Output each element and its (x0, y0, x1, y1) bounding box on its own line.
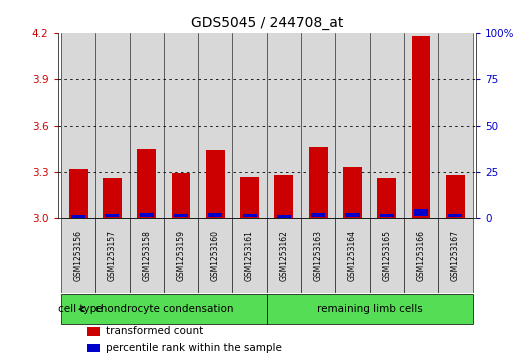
Bar (105, 214, 119, 217)
Bar (130, 33, 164, 218)
Bar (448, 214, 462, 217)
Bar (343, 167, 362, 218)
Bar (61, 294, 267, 325)
Bar (61, 33, 95, 218)
Text: GSM1253163: GSM1253163 (314, 230, 323, 281)
Bar (414, 209, 428, 216)
Text: cell type: cell type (58, 304, 103, 314)
Text: transformed count: transformed count (106, 326, 203, 337)
Bar (95, 218, 130, 293)
Text: GSM1253160: GSM1253160 (211, 230, 220, 281)
Bar (198, 33, 232, 218)
Bar (404, 33, 438, 218)
Bar (301, 218, 335, 293)
Text: GSM1253157: GSM1253157 (108, 230, 117, 281)
Bar (198, 218, 232, 293)
Bar (301, 33, 335, 218)
Bar (232, 218, 267, 293)
Title: GDS5045 / 244708_at: GDS5045 / 244708_at (190, 16, 343, 30)
Bar (335, 218, 370, 293)
Bar (404, 218, 438, 293)
Bar (61, 218, 95, 293)
Bar (164, 218, 198, 293)
Bar (240, 176, 259, 218)
Bar (103, 178, 122, 218)
Text: GSM1253166: GSM1253166 (416, 230, 426, 281)
Bar (345, 213, 359, 217)
Bar (206, 150, 225, 218)
Bar (275, 175, 293, 218)
Text: GSM1253161: GSM1253161 (245, 230, 254, 281)
Bar (130, 218, 164, 293)
Bar (137, 149, 156, 218)
Bar (174, 214, 188, 217)
Text: remaining limb cells: remaining limb cells (317, 304, 423, 314)
Bar (309, 147, 327, 218)
Bar (370, 33, 404, 218)
Bar (438, 218, 472, 293)
Bar (380, 214, 394, 217)
Bar (412, 36, 430, 218)
Text: GSM1253156: GSM1253156 (74, 230, 83, 281)
Bar (438, 33, 472, 218)
Bar (232, 33, 267, 218)
Bar (370, 218, 404, 293)
Bar (172, 174, 190, 218)
Bar (69, 169, 87, 218)
Text: GSM1253165: GSM1253165 (382, 230, 391, 281)
Bar (140, 213, 154, 217)
Bar (87, 327, 100, 335)
Bar (208, 213, 222, 217)
Text: GSM1253164: GSM1253164 (348, 230, 357, 281)
Bar (311, 213, 325, 217)
Text: GSM1253162: GSM1253162 (279, 230, 288, 281)
Bar (71, 215, 85, 218)
Bar (267, 218, 301, 293)
Bar (164, 33, 198, 218)
Bar (377, 178, 396, 218)
Text: GSM1253159: GSM1253159 (176, 230, 186, 281)
Text: GSM1253167: GSM1253167 (451, 230, 460, 281)
Text: chondrocyte condensation: chondrocyte condensation (95, 304, 233, 314)
Bar (446, 175, 465, 218)
Bar (267, 33, 301, 218)
Bar (87, 343, 100, 352)
Bar (277, 215, 291, 217)
Bar (335, 33, 370, 218)
Text: GSM1253158: GSM1253158 (142, 230, 151, 281)
Text: percentile rank within the sample: percentile rank within the sample (106, 343, 281, 353)
Bar (243, 214, 257, 217)
Bar (267, 294, 472, 325)
Bar (95, 33, 130, 218)
